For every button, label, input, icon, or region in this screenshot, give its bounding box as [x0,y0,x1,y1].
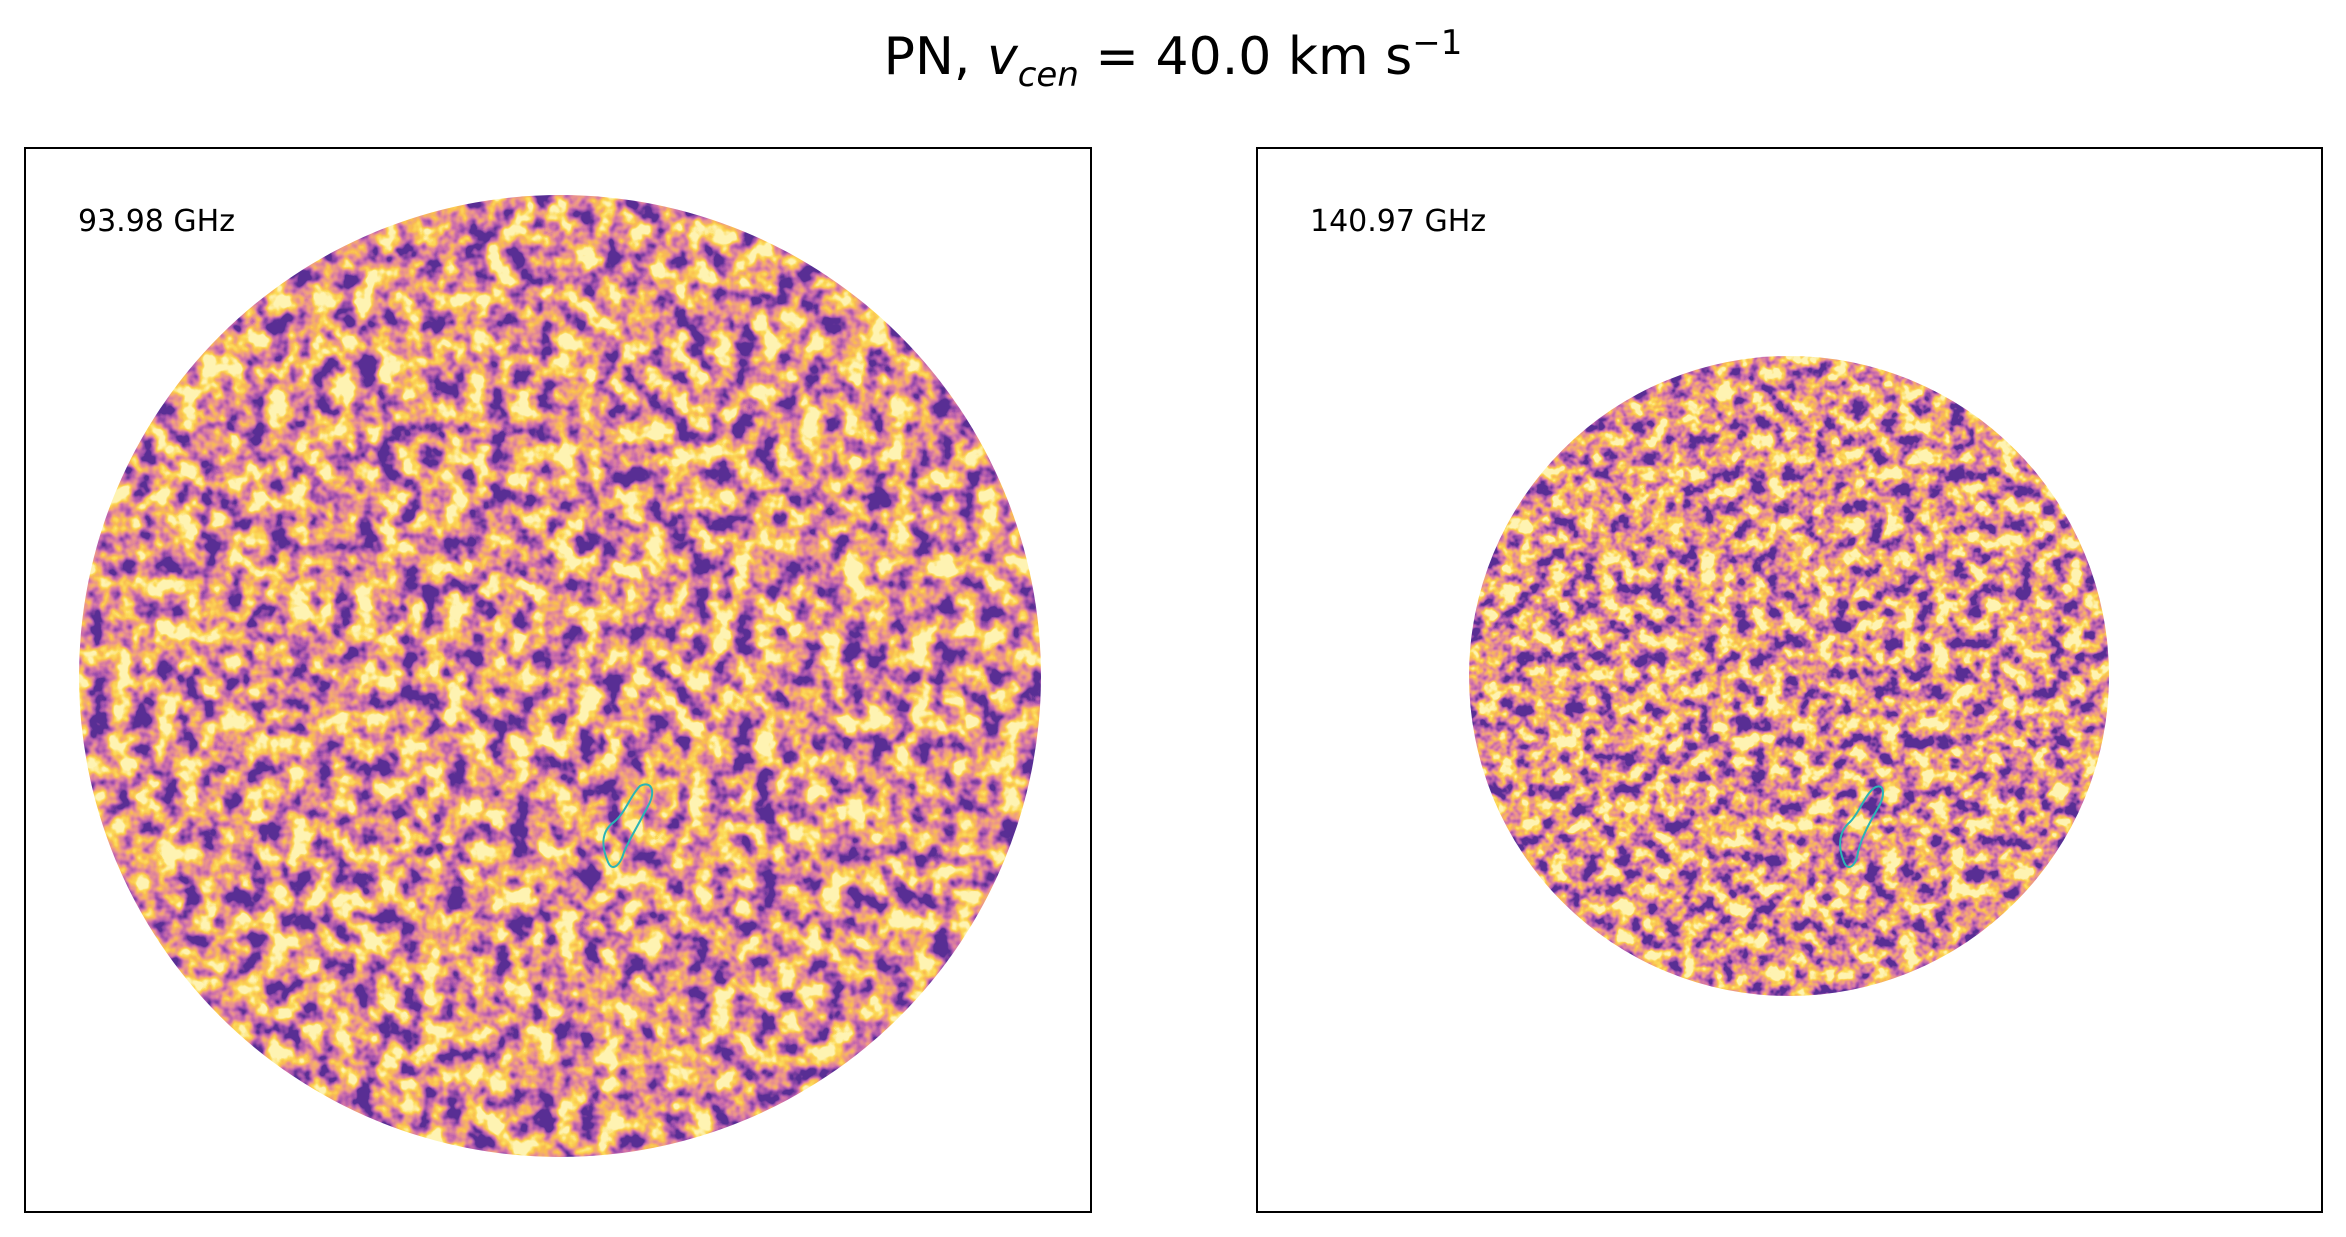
title-symbol: v [987,27,1019,87]
title-text: = 40.0 km s [1079,27,1412,87]
panel: 140.97 GHz [1256,147,2323,1213]
panel-label: 140.97 GHz [1310,204,1486,239]
map [79,195,1041,1157]
map [1469,356,2109,996]
contour [602,783,654,868]
panel-label: 93.98 GHz [78,204,235,239]
title-subscript: cen [1018,55,1079,95]
panel: 93.98 GHz [24,147,1092,1213]
title-superscript: −1 [1412,23,1462,63]
map-image [79,195,1041,1157]
title-text: PN, [884,27,987,87]
contour [1839,785,1884,868]
figure-title: PN, vcen = 40.0 km s−1 [884,23,1463,95]
map-image [1469,356,2109,996]
